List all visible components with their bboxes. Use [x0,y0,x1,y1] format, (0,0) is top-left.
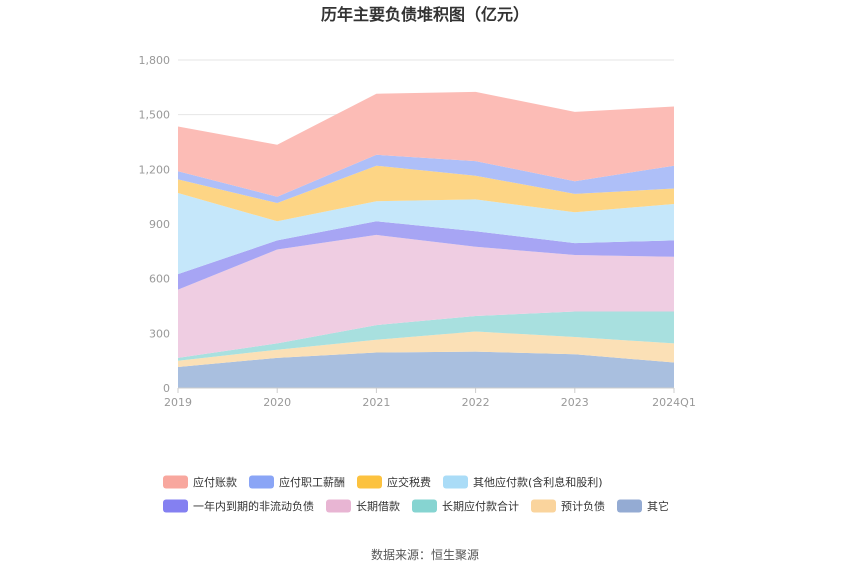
area-series-8 [178,91,674,197]
legend-swatch [326,499,351,513]
legend-label: 应付职工薪酬 [279,475,345,489]
y-tick-label: 1,500 [139,109,171,122]
chart-title: 历年主要负债堆积图（亿元） [321,5,529,24]
y-tick-label: 900 [149,218,170,231]
area-series-0 [178,351,674,388]
legend-item[interactable]: 长期应付款合计 [412,499,519,513]
legend-swatch [163,499,188,513]
x-tick-label: 2022 [462,396,490,409]
y-tick-label: 300 [149,327,170,340]
legend-item[interactable]: 应交税费 [357,475,431,489]
x-tick-label: 2024Q1 [652,396,696,409]
legend-item[interactable]: 其他应付款(含利息和股利) [443,475,603,489]
legend-label: 其他应付款(含利息和股利) [473,475,603,489]
area-series-7 [178,154,674,203]
x-tick-label: 2019 [164,396,192,409]
x-tick-label: 2021 [362,396,390,409]
area-series-3 [178,234,674,358]
x-tick-label: 2020 [263,396,291,409]
legend-swatch [412,499,437,513]
axes: 0 300 600 900 1,200 1,500 1,800 2019 2020 2021 202… [139,54,696,409]
area-series-4 [178,221,674,290]
legend-item[interactable]: 长期借款 [326,499,400,513]
legend-label: 应付账款 [193,475,237,489]
legend-swatch [617,499,642,513]
area-series [178,91,674,388]
legend-label: 长期应付款合计 [442,499,519,513]
area-series-1 [178,331,674,367]
y-tick-label: 1,200 [139,163,171,176]
x-tick-label: 2023 [561,396,589,409]
area-series-2 [178,311,674,361]
legend-label: 应交税费 [387,475,431,489]
data-source: 数据来源：恒生聚源 [371,547,479,562]
legend-swatch [163,475,188,489]
area-series-5 [178,193,674,275]
y-tick-label: 600 [149,273,170,286]
legend-item[interactable]: 其它 [617,499,669,513]
legend-item[interactable]: 一年内到期的非流动负债 [163,499,314,513]
area-series-6 [178,165,674,222]
legend-label: 预计负债 [561,499,605,513]
legend-swatch [357,475,382,489]
legend-swatch [443,475,468,489]
legend-swatch [249,475,274,489]
legend-swatch [531,499,556,513]
legend-label: 其它 [647,499,669,513]
legend-item[interactable]: 应付账款 [163,475,237,489]
legend-item[interactable]: 应付职工薪酬 [249,475,345,489]
y-tick-label: 0 [163,382,170,395]
legend: 应付账款 应付职工薪酬 应交税费 其他应付款(含利息和股利) 一年内到期的非流动负债 长期… [163,475,669,513]
legend-label: 长期借款 [356,499,400,513]
legend-label: 一年内到期的非流动负债 [193,499,314,513]
legend-item[interactable]: 预计负债 [531,499,605,513]
y-tick-label: 1,800 [139,54,171,67]
